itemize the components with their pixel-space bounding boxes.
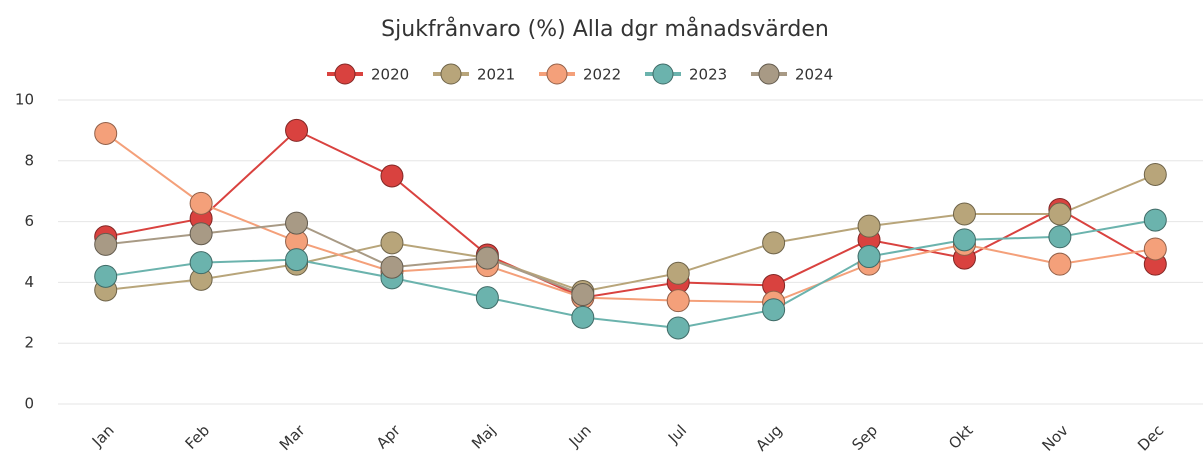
data-point — [1048, 225, 1072, 249]
y-tick-label: 8 — [24, 151, 34, 169]
data-point — [189, 222, 213, 246]
data-point — [285, 248, 309, 272]
x-tick-label: Sep — [848, 421, 881, 454]
data-point — [94, 121, 118, 145]
x-tick-label: Maj — [468, 421, 499, 452]
data-point — [1143, 237, 1167, 261]
data-point — [857, 245, 881, 269]
data-point — [1048, 202, 1072, 226]
data-point — [762, 231, 786, 255]
x-tick-label: Jul — [664, 421, 690, 447]
data-point — [571, 305, 595, 329]
x-tick-label: Nov — [1038, 421, 1072, 455]
data-point — [952, 202, 976, 226]
data-point — [1048, 252, 1072, 276]
data-point — [380, 231, 404, 255]
data-point — [475, 246, 499, 270]
data-point — [475, 286, 499, 310]
data-point — [571, 283, 595, 307]
data-point — [762, 298, 786, 322]
x-tick-label: Mar — [276, 421, 309, 454]
x-tick-label: Jun — [565, 421, 595, 451]
x-tick-label: Apr — [373, 421, 405, 453]
data-point — [285, 211, 309, 235]
data-point — [666, 289, 690, 313]
y-tick-label: 2 — [24, 334, 34, 352]
series-line — [105, 173, 1156, 293]
data-point — [1143, 208, 1167, 232]
x-tick-label: Aug — [752, 421, 785, 454]
legend-label: 2021 — [477, 66, 515, 84]
legend-label: 2023 — [689, 66, 727, 84]
data-point — [189, 191, 213, 215]
legend-swatch — [652, 63, 674, 85]
data-point — [94, 232, 118, 256]
legend-swatch — [546, 63, 568, 85]
chart-title: Sjukfrånvaro (%) Alla dgr månadsvärden — [381, 16, 829, 42]
data-point — [94, 264, 118, 288]
data-point — [952, 228, 976, 252]
data-point — [285, 118, 309, 142]
x-tick-label: Jan — [88, 421, 118, 451]
y-tick-label: 0 — [24, 395, 34, 413]
x-tick-label: Okt — [945, 421, 976, 452]
data-point — [666, 316, 690, 340]
data-point — [380, 164, 404, 188]
y-tick-label: 10 — [15, 91, 34, 109]
y-tick-label: 4 — [24, 273, 34, 291]
data-point — [666, 261, 690, 285]
series-line — [105, 222, 584, 296]
series-line — [105, 219, 1156, 330]
legend-label: 2022 — [583, 66, 621, 84]
legend-label: 2024 — [795, 66, 833, 84]
series-line — [105, 129, 1156, 299]
legend-swatch — [440, 63, 462, 85]
data-point — [1143, 162, 1167, 186]
series-line — [105, 132, 1156, 304]
x-tick-label: Dec — [1134, 421, 1167, 454]
x-tick-label: Feb — [182, 421, 214, 453]
data-point — [380, 255, 404, 279]
data-point — [189, 251, 213, 275]
data-point — [857, 214, 881, 238]
legend-swatch — [334, 63, 356, 85]
legend-label: 2020 — [371, 66, 409, 84]
y-tick-label: 6 — [24, 212, 34, 230]
legend-swatch — [758, 63, 780, 85]
